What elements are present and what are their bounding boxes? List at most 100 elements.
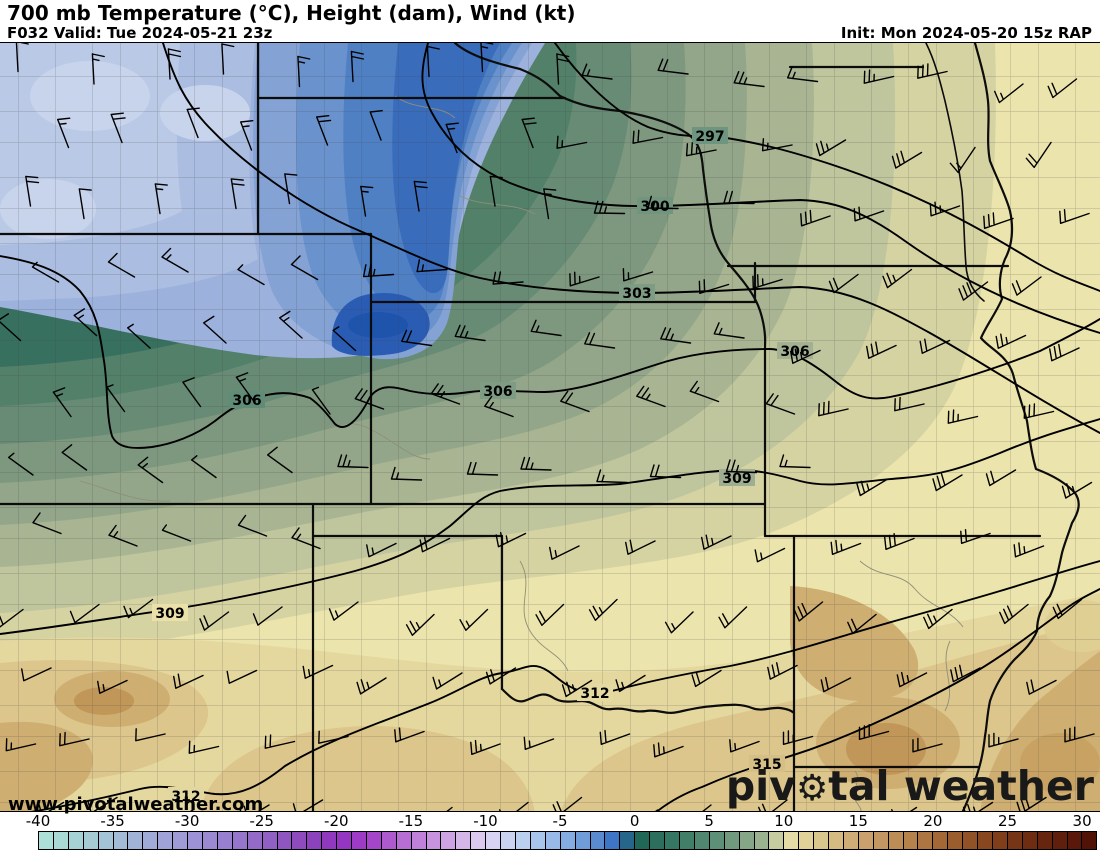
colorbar-cell — [381, 832, 397, 849]
colorbar-cell — [635, 832, 651, 849]
contour-label-bg — [168, 787, 204, 804]
colorbar-cell — [814, 832, 830, 849]
colorbar-cell — [873, 832, 889, 849]
colorbar-cell — [1022, 832, 1038, 849]
red-river — [500, 687, 796, 715]
colorbar-tick-label: 25 — [997, 812, 1018, 830]
colorbar-cell — [53, 832, 69, 849]
colorbar-cell — [471, 832, 487, 849]
weather-map: 297 300 303 306 306 306 309 309 312 312 315 — [0, 42, 1100, 812]
colorbar-cell — [948, 832, 964, 849]
contour-label-bg — [480, 382, 516, 399]
contour-label-bg — [637, 197, 673, 214]
colorbar-cell — [1052, 832, 1068, 849]
colorbar-cell — [545, 832, 561, 849]
colorbar-cell — [650, 832, 666, 849]
colorbar-cell — [188, 832, 203, 849]
colorbar-cell — [963, 832, 979, 849]
watermark-url: www.pivotalweather.com — [8, 794, 264, 815]
colorbar-cell — [426, 832, 442, 849]
contour-label-bg — [719, 469, 755, 486]
colorbar-tick-label: -40 — [25, 812, 51, 830]
map-header: 700 mb Temperature (°C), Height (dam), W… — [0, 0, 1100, 42]
colorbar-cell — [993, 832, 1008, 849]
gear-icon: ⚙ — [795, 768, 829, 809]
colorbar-cell — [620, 832, 636, 849]
colorbar-tick-labels: -40 -35 -30 -25 -20 -15 -10 -5 0 5 10 15 20 25 30 — [0, 812, 1100, 831]
colorbar-tick-label: -25 — [249, 812, 274, 830]
colorbar-tick-label: 5 — [704, 812, 714, 830]
wind-barbs-layer — [0, 43, 1095, 811]
colorbar-tick-label: 15 — [848, 812, 868, 830]
temperature-colorbar — [38, 831, 1097, 850]
colorbar-cell — [322, 832, 338, 849]
colorbar-cell — [262, 832, 278, 849]
colorbar-tick-label: 30 — [1072, 812, 1092, 830]
contour-label: 312 — [580, 686, 609, 702]
colorbar-cell — [679, 832, 695, 849]
colorbar-cell — [441, 832, 457, 849]
colorbar-cell — [769, 832, 785, 849]
contour-label-bg — [619, 284, 655, 301]
state-borders-layer — [0, 43, 1080, 811]
contour-label: 306 — [232, 393, 261, 409]
colorbar-cell — [1037, 832, 1053, 849]
colorbar-cell — [98, 832, 114, 849]
colorbar-cell — [173, 832, 189, 849]
colorbar-tick-label: -30 — [174, 812, 200, 830]
colorbar-cell — [918, 832, 934, 849]
forecast-valid-time: F032 Valid: Tue 2024-05-21 23z — [7, 24, 273, 42]
colorbar-cell — [754, 832, 770, 849]
county-grid-lines — [0, 43, 1100, 811]
colorbar-cell — [694, 832, 710, 849]
des-moines-river — [925, 43, 985, 302]
contour-label: 309 — [155, 606, 184, 622]
height-contour-labels: 297 300 303 306 306 306 309 309 312 312 315 — [152, 127, 813, 805]
colorbar-tick-label: -10 — [473, 812, 498, 830]
colorbar-cell — [128, 832, 144, 849]
map-title: 700 mb Temperature (°C), Height (dam), W… — [7, 1, 576, 25]
colorbar-cell — [39, 832, 54, 849]
contour-label: 306 — [780, 344, 809, 360]
map-canvas: 297 300 303 306 306 306 309 309 312 312 315 — [0, 43, 1100, 811]
colorbar-cell — [501, 832, 516, 849]
colorbar-cell — [217, 832, 233, 849]
colorbar-cell — [486, 832, 502, 849]
minor-rivers-layer — [79, 95, 964, 811]
logo-text-post: tal weather — [828, 762, 1094, 810]
colorbar-cell — [1067, 832, 1083, 849]
colorbar-cell — [724, 832, 740, 849]
colorbar-cell — [933, 832, 949, 849]
colorbar-cell — [575, 832, 591, 849]
colorbar-cell — [560, 832, 576, 849]
colorbar-tick-label: -5 — [552, 812, 568, 830]
colorbar-cell — [516, 832, 531, 849]
contour-label: 300 — [640, 199, 669, 215]
colorbar-cell — [337, 832, 353, 849]
contour-label: 297 — [695, 129, 724, 145]
wind-barb-glyphs — [0, 43, 1095, 811]
contour-label-bg — [692, 127, 728, 144]
contour-label: 306 — [483, 384, 512, 400]
height-contours-layer — [0, 43, 1100, 811]
county-boundaries-layer — [0, 43, 1100, 811]
colorbar-cell — [158, 832, 174, 849]
colorbar-cell — [68, 832, 84, 849]
missouri-river — [453, 43, 767, 348]
contour-label: 303 — [622, 286, 651, 302]
contour-label: 312 — [171, 789, 200, 805]
colorbar-cell — [665, 832, 680, 849]
colorbar-tick-label: -20 — [324, 812, 349, 830]
colorbar-cell — [1007, 832, 1023, 849]
colorbar-tick-label: -15 — [398, 812, 424, 830]
colorbar-cell — [799, 832, 815, 849]
contour-label: 315 — [752, 757, 781, 773]
colorbar-cell — [605, 832, 621, 849]
contour-label-bg — [152, 604, 188, 621]
logo-text-pre: piv — [725, 762, 796, 810]
model-init-time: Init: Mon 2024-05-20 15z RAP — [840, 24, 1092, 42]
colorbar-cell — [83, 832, 99, 849]
colorbar-cell — [232, 832, 248, 849]
colorbar-tick-label: 10 — [774, 812, 794, 830]
